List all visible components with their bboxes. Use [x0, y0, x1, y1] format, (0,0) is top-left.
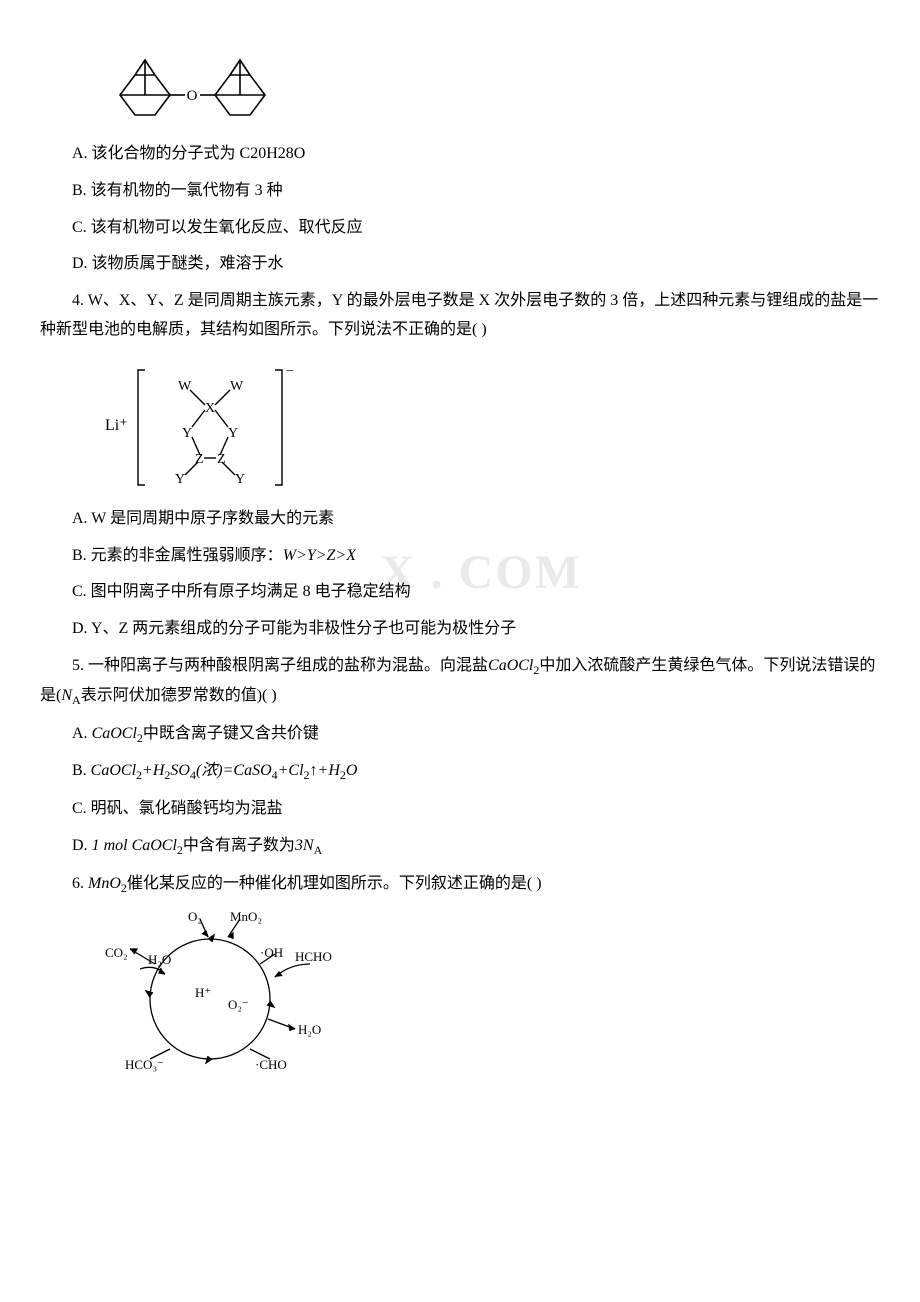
- q6-mechanism-svg: O₂ MnO₂ CO₂ H₂O ·OH HCHO H⁺ O₂⁻ H₂O HCO₃…: [100, 909, 360, 1079]
- q4-opt-d: D. Y、Z 两元素组成的分子可能为非极性分子也可能为极性分子: [40, 615, 880, 644]
- q5-na-n: N: [61, 687, 72, 704]
- q5-na-a: A: [72, 693, 81, 707]
- q4-optb-formula: W>Y>Z>X: [283, 547, 356, 564]
- q4-stem: 4. W、X、Y、Z 是同周期主族元素，Y 的最外层电子数是 X 次外层电子数的…: [40, 287, 880, 345]
- q6-o2minus: O₂⁻: [228, 997, 249, 1012]
- q5-opta-post: 中既含离子键又含共价键: [143, 725, 319, 742]
- q4-minus: −: [286, 364, 294, 379]
- q5-optb-7: O: [346, 762, 358, 779]
- q5-optb-5: +Cl: [278, 762, 304, 779]
- q5-optd-a: A: [314, 843, 323, 857]
- q5-optb-3: SO: [170, 762, 190, 779]
- q5-stem: 5. 一种阳离子与两种酸根阴离子组成的盐称为混盐。向混盐CaOCl2中加入浓硫酸…: [40, 652, 880, 712]
- q6-hco3: HCO₃⁻: [125, 1057, 164, 1072]
- q4-z2: Z: [217, 452, 226, 467]
- q4-li: Li⁺: [105, 417, 128, 434]
- q4-y2: Y: [228, 426, 238, 441]
- q5-stem-p1: 一种阳离子与两种酸根阴离子组成的盐称为混盐。向混盐: [84, 657, 488, 674]
- q5-optb-2: +H: [142, 762, 164, 779]
- q4-y4: Y: [235, 472, 245, 487]
- q6-stem-post: 催化某反应的一种催化机理如图所示。下列叙述正确的是( ): [127, 875, 542, 892]
- q4-x: X: [205, 401, 215, 416]
- q5-optd-mid: 中含有离子数为: [183, 837, 295, 854]
- q5-optd-pre: D.: [72, 837, 92, 854]
- q4-opt-a: A. W 是同周期中原子序数最大的元素: [40, 505, 880, 534]
- q4-y3: Y: [175, 472, 185, 487]
- q5-opt-d: D. 1 mol CaOCl2中含有离子数为3NA: [40, 832, 880, 862]
- q4-y1: Y: [182, 426, 192, 441]
- q6-mno2-label: MnO₂: [230, 909, 262, 924]
- q6-cho: ·CHO: [255, 1057, 287, 1072]
- q6-o2: O₂: [188, 909, 202, 924]
- q3-o-label: O: [187, 88, 198, 104]
- q4-opt-c: C. 图中阴离子中所有原子均满足 8 电子稳定结构: [40, 578, 880, 607]
- q5-optb-4: (浓)=CaSO: [196, 762, 272, 779]
- q4-optb-pre: B. 元素的非金属性强弱顺序：: [72, 547, 283, 564]
- q3-opt-b: B. 该有机物的一氯代物有 3 种: [40, 177, 880, 206]
- q4-w1: W: [178, 379, 192, 394]
- q5-optd-1: 1 mol CaOCl: [92, 837, 177, 854]
- q5-opt-c: C. 明矾、氯化硝酸钙均为混盐: [40, 795, 880, 824]
- q6-hcho: HCHO: [295, 949, 332, 964]
- q5-optb-pre: B.: [72, 762, 91, 779]
- q5-opta-f: CaOCl: [92, 725, 137, 742]
- q4-opt-b: B. 元素的非金属性强弱顺序：W>Y>Z>X: [40, 542, 880, 571]
- q5-opt-a: A. CaOCl2中既含离子键又含共价键: [40, 720, 880, 750]
- q6-mno2: MnO: [88, 875, 121, 892]
- q6-co2: CO₂: [105, 945, 128, 960]
- q6-h2o-1: H₂O: [148, 952, 171, 967]
- q5-optd-3n: 3N: [295, 837, 314, 854]
- q3-opt-c: C. 该有机物可以发生氧化反应、取代反应: [40, 214, 880, 243]
- q4-z1: Z: [195, 452, 204, 467]
- q5-stem-p3: 表示阿伏加德罗常数的值)( ): [81, 687, 277, 704]
- q3-structure-svg: O: [100, 40, 285, 130]
- q4-stem-text: W、X、Y、Z 是同周期主族元素，Y 的最外层电子数是 X 次外层电子数的 3 …: [40, 292, 878, 338]
- q5-optb-1: CaOCl: [91, 762, 136, 779]
- q5-optb-6: ↑+H: [310, 762, 340, 779]
- q6-h2o-2: H₂O: [298, 1022, 321, 1037]
- q6-hplus: H⁺: [195, 985, 211, 1000]
- q4-num: 4.: [72, 292, 84, 309]
- q5-opta-pre: A.: [72, 725, 92, 742]
- q6-stem: 6. MnO2催化某反应的一种催化机理如图所示。下列叙述正确的是( ): [40, 870, 880, 900]
- q4-w2: W: [230, 379, 244, 394]
- q4-figure: Li⁺ − W W X Y Y Z Z Y Y: [100, 355, 880, 495]
- q6-oh: ·OH: [260, 945, 283, 960]
- q6-figure: O₂ MnO₂ CO₂ H₂O ·OH HCHO H⁺ O₂⁻ H₂O HCO₃…: [100, 909, 880, 1079]
- q5-num: 5.: [72, 657, 84, 674]
- q3-figure: O: [100, 40, 880, 130]
- q3-opt-a: A. 该化合物的分子式为 C20H28O: [40, 140, 880, 169]
- q5-caocl2: CaOCl: [488, 657, 533, 674]
- q3-opt-d: D. 该物质属于醚类，难溶于水: [40, 250, 880, 279]
- q5-opt-b: B. CaOCl2+H2SO4(浓)=CaSO4+Cl2↑+H2O: [40, 757, 880, 787]
- q6-num: 6.: [72, 875, 84, 892]
- q4-structure-svg: Li⁺ − W W X Y Y Z Z Y Y: [100, 355, 320, 495]
